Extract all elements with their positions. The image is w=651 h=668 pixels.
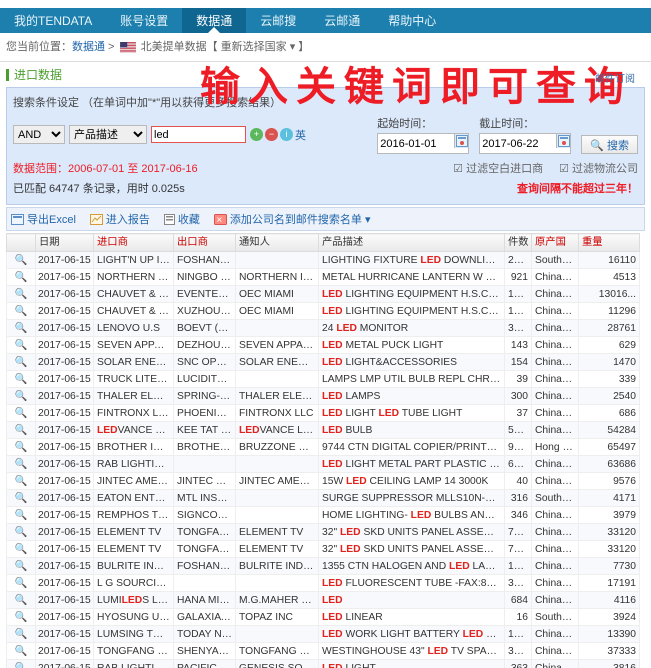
svg-text:✕: ✕ — [216, 215, 223, 224]
